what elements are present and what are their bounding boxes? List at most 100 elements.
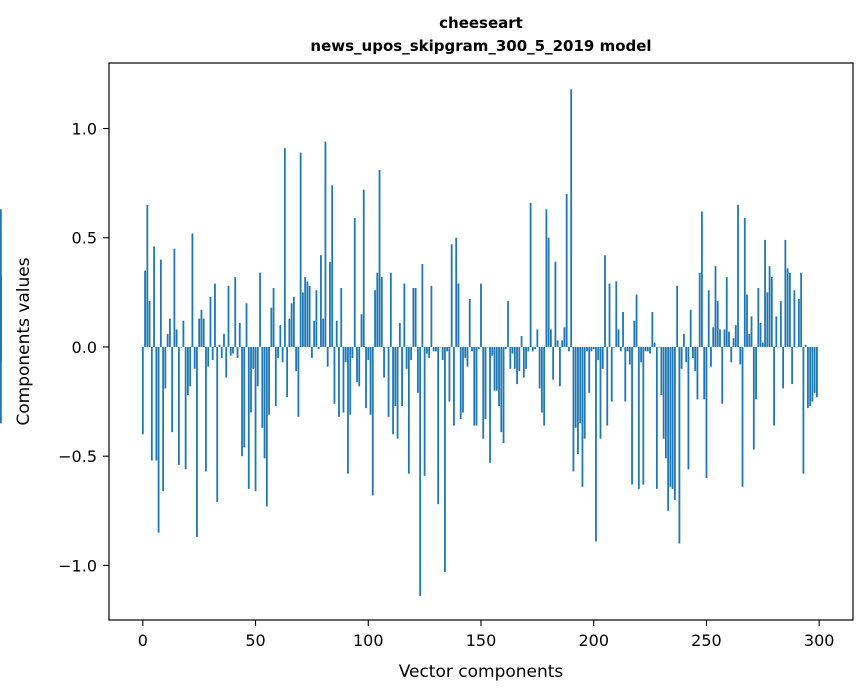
bar — [209, 296, 212, 347]
bar — [306, 281, 309, 347]
bar — [448, 346, 451, 402]
x-tick-label: 300 — [804, 631, 835, 650]
bar — [380, 277, 383, 347]
bar — [757, 287, 760, 347]
bar — [597, 346, 600, 361]
bar — [577, 346, 579, 454]
bar — [701, 211, 703, 347]
bar — [468, 298, 471, 347]
bar — [407, 346, 410, 474]
bar — [579, 346, 582, 424]
bar — [315, 290, 318, 347]
y-tick-label: 0.5 — [72, 229, 97, 248]
bar — [583, 346, 586, 439]
bar — [592, 346, 595, 350]
bar — [712, 327, 715, 347]
bar — [489, 346, 491, 463]
bar — [229, 346, 232, 356]
bar — [536, 329, 539, 347]
bar — [256, 346, 259, 387]
bar — [561, 340, 564, 347]
bar — [516, 346, 518, 385]
bar — [813, 346, 816, 393]
bar — [211, 346, 214, 361]
bar — [356, 346, 358, 382]
bar — [353, 218, 356, 347]
bar — [347, 346, 349, 474]
bar — [193, 346, 196, 369]
ticks-group: 0 50 100 150 200 250 300 −1.0 −0.5 0.0 0.5 1.0 — [58, 120, 834, 650]
bar — [238, 322, 241, 347]
bar — [689, 309, 692, 347]
bar — [466, 346, 469, 367]
y-tick-label: 0.0 — [72, 338, 97, 357]
bar — [552, 346, 555, 380]
bar — [637, 346, 640, 489]
bar — [716, 301, 719, 347]
bar — [184, 346, 187, 470]
bar — [653, 342, 656, 347]
bar — [694, 346, 697, 371]
bar — [554, 261, 557, 347]
bar — [518, 346, 521, 371]
bar — [376, 272, 379, 347]
x-tick-label: 0 — [138, 631, 148, 650]
bar — [540, 346, 543, 413]
bar — [759, 322, 762, 347]
bar — [462, 346, 464, 413]
bar — [464, 346, 467, 358]
bar — [723, 329, 726, 347]
bar — [387, 346, 390, 417]
bar — [667, 346, 670, 511]
bar — [344, 346, 347, 363]
bar — [173, 248, 176, 347]
bar — [608, 283, 611, 347]
bar — [274, 346, 277, 406]
bar — [313, 320, 316, 347]
bar — [752, 346, 755, 450]
bar — [664, 346, 667, 459]
bar — [486, 346, 489, 348]
bar — [410, 346, 413, 361]
x-axis-label: Vector components — [399, 662, 564, 682]
bar — [707, 290, 710, 347]
bar — [455, 237, 458, 347]
bar — [732, 338, 735, 347]
bar — [644, 346, 647, 352]
bar — [308, 285, 311, 347]
bar — [491, 346, 494, 356]
bar — [324, 141, 327, 347]
bar — [182, 320, 185, 347]
bar — [164, 346, 167, 389]
bar — [414, 287, 417, 347]
bar — [559, 346, 561, 387]
bar — [189, 346, 192, 387]
bar — [439, 346, 442, 348]
bar — [311, 346, 313, 358]
bar — [405, 346, 408, 369]
y-tick-label: 1.0 — [72, 120, 97, 139]
bar — [683, 333, 685, 347]
bar — [673, 346, 676, 500]
bar — [529, 202, 532, 347]
bar — [538, 346, 541, 389]
bar — [290, 303, 293, 347]
bar — [191, 233, 194, 347]
bar — [358, 346, 361, 387]
bar — [268, 346, 270, 415]
bar — [220, 346, 223, 358]
bar — [802, 346, 805, 474]
bar — [0, 346, 2, 361]
bar — [398, 322, 401, 347]
bar — [205, 346, 207, 472]
bar — [737, 204, 739, 347]
plot-frame — [108, 62, 854, 621]
bar — [527, 346, 530, 352]
bar — [495, 346, 498, 391]
bar — [232, 346, 234, 354]
bar — [809, 346, 812, 406]
bar — [168, 318, 171, 347]
y-axis-label: Components values — [14, 257, 34, 425]
bar — [432, 346, 435, 352]
bar — [245, 303, 248, 347]
